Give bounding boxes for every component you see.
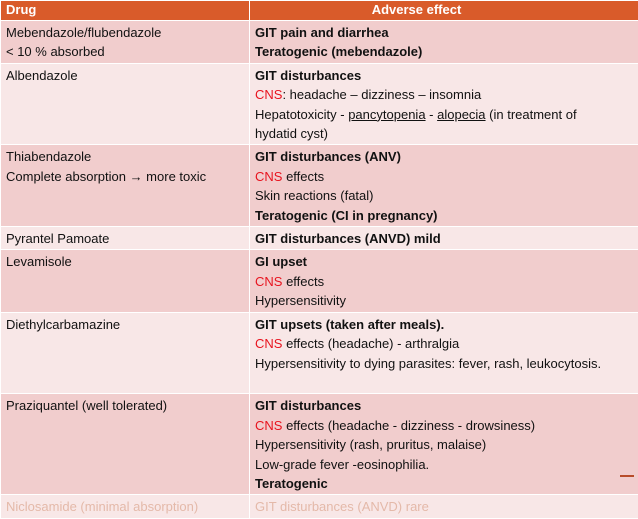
- effect-text: Hypersensitivity (rash, pruritus, malais…: [255, 437, 486, 452]
- adverse-effect-cell: GIT disturbances CNS: headache – dizzines…: [250, 63, 638, 145]
- effect-line: Low-grade fever -eosinophilia.: [255, 455, 633, 474]
- effect-text: (in treatment of: [486, 107, 577, 122]
- effect-line: GIT pain and diarrhea: [255, 23, 633, 42]
- effect-text: -: [426, 107, 438, 122]
- effect-line: GIT disturbances (ANVD) rare: [255, 497, 633, 516]
- slide-corner-mark: [620, 475, 634, 477]
- cns-highlight: CNS: [255, 418, 282, 433]
- effect-line: CNS effects (headache - dizziness - drow…: [255, 416, 633, 435]
- drug-cell: Pyrantel Pamoate: [1, 227, 250, 250]
- effect-text: hydatid cyst): [255, 126, 328, 141]
- effect-line: CNS: headache – dizziness – insomnia: [255, 85, 633, 104]
- drug-line: Pyrantel Pamoate: [6, 229, 244, 248]
- effect-text: GIT disturbances: [255, 398, 361, 413]
- table-row: Diethylcarbamazine GIT upsets (taken afte…: [1, 312, 638, 394]
- effect-text: Teratogenic (CI in pregnancy): [255, 208, 438, 223]
- effect-line: [255, 373, 633, 392]
- drug-line: Thiabendazole: [6, 147, 244, 166]
- table-header-row: Drug Adverse effect: [1, 1, 638, 21]
- effect-line: CNS effects: [255, 272, 633, 291]
- effect-line: GI upset: [255, 252, 633, 271]
- effect-line: Teratogenic (mebendazole): [255, 42, 633, 61]
- effect-line: GIT disturbances: [255, 396, 633, 415]
- table-row: Niclosamide (minimal absorption) GIT dist…: [1, 495, 638, 518]
- effect-text: Low-grade fever -eosinophilia.: [255, 457, 429, 472]
- drug-line: Albendazole: [6, 66, 244, 85]
- table-row: Praziquantel (well tolerated) GIT disturb…: [1, 394, 638, 495]
- effect-text: GIT disturbances: [255, 68, 361, 83]
- effect-line: CNS effects: [255, 167, 633, 186]
- adverse-effect-cell: GIT disturbances (ANVD) mild: [250, 227, 638, 250]
- effect-text: GIT disturbances (ANVD) mild: [255, 231, 441, 246]
- effect-line: Hypersensitivity (rash, pruritus, malais…: [255, 435, 633, 454]
- drug-line: Complete absorption → more toxic: [6, 167, 244, 186]
- effect-text: Hepatotoxicity -: [255, 107, 348, 122]
- effect-line: Skin reactions (fatal): [255, 186, 633, 205]
- effect-line: Hypersensitivity to dying parasites: fev…: [255, 354, 633, 373]
- drug-line: Niclosamide (minimal absorption): [6, 497, 244, 516]
- effect-line: Teratogenic: [255, 474, 633, 493]
- effect-line: GIT disturbances: [255, 66, 633, 85]
- effect-text: GIT upsets (taken after meals).: [255, 317, 444, 332]
- drug-cell: Mebendazole/flubendazole< 10 % absorbed: [1, 21, 250, 64]
- table-row: Pyrantel Pamoate GIT disturbances (ANVD) …: [1, 227, 638, 250]
- effect-text: effects (headache) - arthralgia: [282, 336, 459, 351]
- effect-text: Hypersensitivity: [255, 293, 346, 308]
- drug-cell: Diethylcarbamazine: [1, 312, 250, 394]
- drug-cell: Albendazole: [1, 63, 250, 145]
- effect-text: effects: [282, 274, 324, 289]
- effect-line: hydatid cyst): [255, 124, 633, 143]
- effect-text: Hypersensitivity to dying parasites: fev…: [255, 356, 601, 371]
- effect-text: GIT pain and diarrhea: [255, 25, 389, 40]
- column-header-adverse-effect: Adverse effect: [250, 1, 638, 21]
- drug-cell: Levamisole: [1, 250, 250, 312]
- adverse-effect-cell: GIT disturbances (ANV) CNS effects Skin re…: [250, 145, 638, 227]
- cns-highlight: CNS: [255, 169, 282, 184]
- effect-line: Hypersensitivity: [255, 291, 633, 310]
- effect-text: GIT disturbances (ANV): [255, 149, 401, 164]
- effect-text: effects: [282, 169, 324, 184]
- table-row: Levamisole GI upset CNS effects Hypersensit…: [1, 250, 638, 312]
- adverse-effect-cell: GIT upsets (taken after meals). CNS effec…: [250, 312, 638, 394]
- effect-text: GI upset: [255, 254, 307, 269]
- effect-text: effects (headache - dizziness - drowsine…: [282, 418, 535, 433]
- effect-line: Teratogenic (CI in pregnancy): [255, 206, 633, 225]
- effect-line: GIT disturbances (ANVD) mild: [255, 229, 633, 248]
- effect-text: alopecia: [437, 107, 485, 122]
- drug-line: < 10 % absorbed: [6, 42, 244, 61]
- adverse-effect-cell: GIT disturbances (ANVD) rare: [250, 495, 638, 518]
- cns-highlight: CNS: [255, 336, 282, 351]
- effect-text: Teratogenic (mebendazole): [255, 44, 422, 59]
- drug-line: Praziquantel (well tolerated): [6, 396, 244, 415]
- adverse-effect-cell: GI upset CNS effects Hypersensitivity: [250, 250, 638, 312]
- drug-line: Diethylcarbamazine: [6, 315, 244, 334]
- effect-line: Hepatotoxicity - pancytopenia - alopecia…: [255, 105, 633, 124]
- drug-line: Mebendazole/flubendazole: [6, 23, 244, 42]
- effect-line: GIT disturbances (ANV): [255, 147, 633, 166]
- cns-highlight: CNS: [255, 274, 282, 289]
- cns-highlight: CNS: [255, 87, 282, 102]
- adverse-effect-cell: GIT pain and diarrhea Teratogenic (mebend…: [250, 21, 638, 64]
- drug-cell: Praziquantel (well tolerated): [1, 394, 250, 495]
- effect-line: GIT upsets (taken after meals).: [255, 315, 633, 334]
- column-header-drug: Drug: [1, 1, 250, 21]
- effect-line: CNS effects (headache) - arthralgia: [255, 334, 633, 353]
- effect-text: GIT disturbances (ANVD) rare: [255, 499, 429, 514]
- effect-text: pancytopenia: [348, 107, 425, 122]
- adverse-effect-cell: GIT disturbances CNS effects (headache - …: [250, 394, 638, 495]
- table-row: Albendazole GIT disturbances CNS: headache…: [1, 63, 638, 145]
- effect-text: Teratogenic: [255, 476, 328, 491]
- effect-text: : headache – dizziness – insomnia: [282, 87, 481, 102]
- drug-line: Levamisole: [6, 252, 244, 271]
- drug-cell: Niclosamide (minimal absorption): [1, 495, 250, 518]
- effect-text: Skin reactions (fatal): [255, 188, 374, 203]
